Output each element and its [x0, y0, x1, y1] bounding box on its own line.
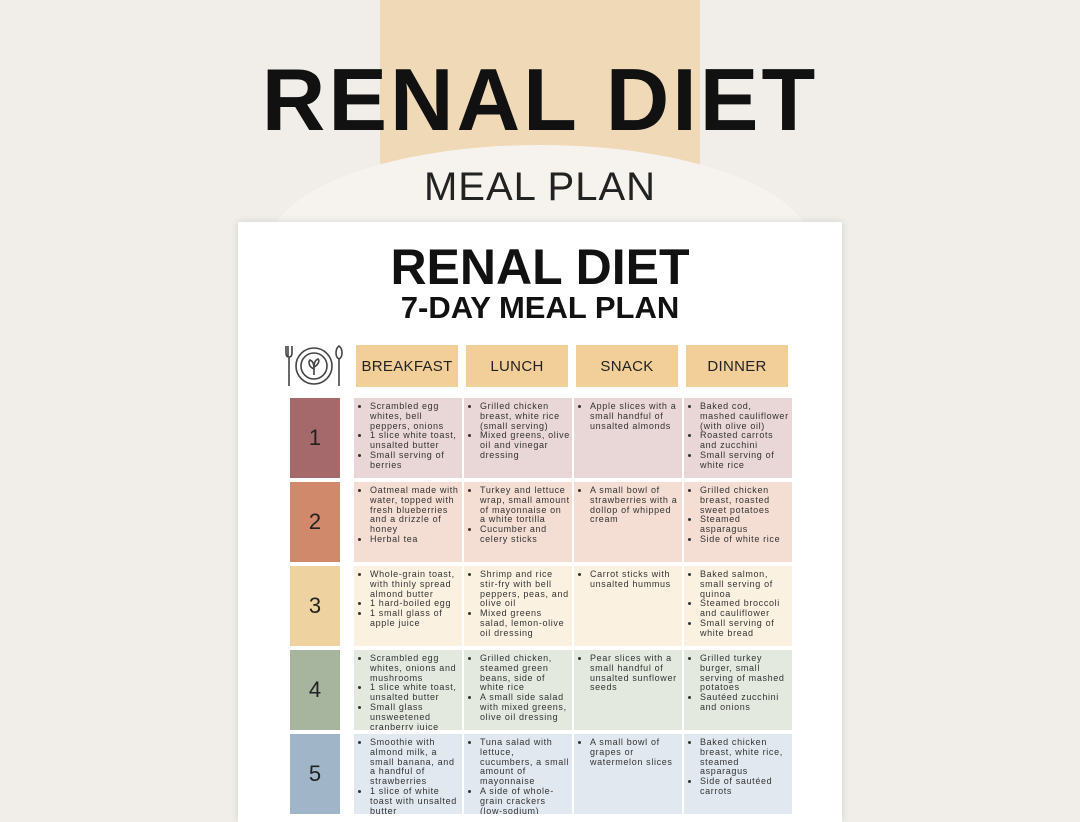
meal-list: Scrambled egg whites, bell peppers, onio… [356, 401, 460, 471]
meal-item: Mixed greens, olive oil and vinegar dres… [480, 430, 570, 460]
meal-list: Pear slices with a small handful of unsa… [576, 653, 680, 693]
meal-list: Grilled turkey burger, small serving of … [686, 653, 790, 713]
meal-item: Tuna salad with lettuce, cucumbers, a sm… [480, 737, 570, 787]
meal-item: A small bowl of strawberries with a doll… [590, 485, 680, 525]
meal-item: Steamed asparagus [700, 515, 790, 535]
meal-item: Side of white rice [700, 534, 790, 545]
meal-cell: Tuna salad with lettuce, cucumbers, a sm… [464, 734, 572, 814]
meal-item: Shrimp and rice stir-fry with bell peppe… [480, 569, 570, 609]
meal-cell: Grilled chicken breast, white rice (smal… [464, 398, 572, 478]
day-label: 1 [290, 398, 340, 478]
meal-cell: Carrot sticks with unsalted hummus [574, 566, 682, 646]
meal-item: Small glass unsweetened cranberry juice [370, 702, 460, 730]
meal-list: A small bowl of grapes or watermelon sli… [576, 737, 680, 767]
meal-list: A small bowl of strawberries with a doll… [576, 485, 680, 525]
meal-item: Sautéed zucchini and onions [700, 692, 790, 713]
meal-item: Grilled chicken breast, roasted sweet po… [700, 485, 790, 515]
meal-cell: Grilled turkey burger, small serving of … [684, 650, 792, 730]
meal-cell: Baked salmon, small serving of quinoaSte… [684, 566, 792, 646]
meal-cell: Baked chicken breast, white rice, steame… [684, 734, 792, 814]
column-header: BREAKFAST [356, 345, 458, 387]
meal-list: Turkey and lettuce wrap, small amount of… [466, 485, 570, 545]
meal-list: Grilled chicken, steamed green beans, si… [466, 653, 570, 723]
meal-cell: Grilled chicken breast, roasted sweet po… [684, 482, 792, 562]
meal-item: Baked chicken breast, white rice, steame… [700, 737, 790, 777]
meal-item: Small serving of berries [370, 450, 460, 471]
meal-cell: Smoothie with almond milk, a small banan… [354, 734, 462, 814]
meal-item: Baked salmon, small serving of quinoa [700, 569, 790, 599]
meal-cell: A small bowl of strawberries with a doll… [574, 482, 682, 562]
meal-item: Side of sautéed carrots [700, 776, 790, 797]
meal-cell: Apple slices with a small handful of uns… [574, 398, 682, 478]
meal-list: Carrot sticks with unsalted hummus [576, 569, 680, 590]
meal-item: Grilled turkey burger, small serving of … [700, 653, 790, 693]
plate-icon [285, 344, 343, 386]
day-label: 5 [290, 734, 340, 814]
meal-list: Baked cod, mashed cauliflower (with oliv… [686, 401, 790, 471]
meal-list: Grilled chicken breast, white rice (smal… [466, 401, 570, 461]
meal-item: Baked cod, mashed cauliflower (with oliv… [700, 401, 790, 431]
meal-cell: Grilled chicken, steamed green beans, si… [464, 650, 572, 730]
meal-item: Scrambled egg whites, bell peppers, onio… [370, 401, 460, 431]
hero-subtitle: MEAL PLAN [423, 165, 657, 209]
meal-cell: Whole-grain toast, with thinly spread al… [354, 566, 462, 646]
meal-item: Mixed greens salad, lemon-olive oil dres… [480, 608, 570, 638]
meal-item: Smoothie with almond milk, a small banan… [370, 737, 460, 787]
meal-item: 1 small glass of apple juice [370, 608, 460, 629]
meal-list: Baked salmon, small serving of quinoaSte… [686, 569, 790, 639]
meal-cell: Scrambled egg whites, bell peppers, onio… [354, 398, 462, 478]
meal-cell: Scrambled egg whites, onions and mushroo… [354, 650, 462, 730]
meal-list: Shrimp and rice stir-fry with bell peppe… [466, 569, 570, 639]
hero-title: RENAL DIET [261, 50, 819, 149]
meal-item: Scrambled egg whites, onions and mushroo… [370, 653, 460, 683]
meal-item: Whole-grain toast, with thinly spread al… [370, 569, 460, 599]
meal-list: Apple slices with a small handful of uns… [576, 401, 680, 431]
meal-cell: Turkey and lettuce wrap, small amount of… [464, 482, 572, 562]
meal-item: Turkey and lettuce wrap, small amount of… [480, 485, 570, 525]
column-header: LUNCH [466, 345, 568, 387]
meal-item: 1 slice white toast, unsalted butter [370, 683, 460, 703]
meal-item: Grilled chicken breast, white rice (smal… [480, 401, 570, 431]
meal-cell: A small bowl of grapes or watermelon sli… [574, 734, 682, 814]
meal-list: Scrambled egg whites, onions and mushroo… [356, 653, 460, 730]
meal-item: Small serving of white bread [700, 618, 790, 639]
meal-list: Oatmeal made with water, topped with fre… [356, 485, 460, 545]
meal-item: Cucumber and celery sticks [480, 524, 570, 545]
meal-list: Baked chicken breast, white rice, steame… [686, 737, 790, 797]
meal-item: Roasted carrots and zucchini [700, 431, 790, 451]
day-label: 3 [290, 566, 340, 646]
meal-cell: Shrimp and rice stir-fry with bell peppe… [464, 566, 572, 646]
meal-list: Grilled chicken breast, roasted sweet po… [686, 485, 790, 545]
meal-cell: Baked cod, mashed cauliflower (with oliv… [684, 398, 792, 478]
meal-item: Oatmeal made with water, topped with fre… [370, 485, 460, 535]
document-subtitle: 7-DAY MEAL PLAN [400, 290, 680, 325]
column-header: DINNER [686, 345, 788, 387]
meal-item: 1 hard-boiled egg [370, 599, 460, 609]
meal-list: Whole-grain toast, with thinly spread al… [356, 569, 460, 629]
meal-list: Tuna salad with lettuce, cucumbers, a sm… [466, 737, 570, 814]
meal-item: Herbal tea [370, 534, 460, 545]
meal-item: Carrot sticks with unsalted hummus [590, 569, 680, 590]
meal-item: Pear slices with a small handful of unsa… [590, 653, 680, 693]
day-label: 2 [290, 482, 340, 562]
meal-item: Steamed broccoli and cauliflower [700, 599, 790, 619]
day-label: 4 [290, 650, 340, 730]
meal-cell: Oatmeal made with water, topped with fre… [354, 482, 462, 562]
meal-item: A small bowl of grapes or watermelon sli… [590, 737, 680, 767]
meal-list: Smoothie with almond milk, a small banan… [356, 737, 460, 814]
document-title: RENAL DIET [390, 239, 690, 295]
meal-item: A small side salad with mixed greens, ol… [480, 692, 570, 722]
column-header: SNACK [576, 345, 678, 387]
meal-item: Grilled chicken, steamed green beans, si… [480, 653, 570, 693]
meal-item: Apple slices with a small handful of uns… [590, 401, 680, 431]
meal-item: Small serving of white rice [700, 450, 790, 471]
meal-item: 1 slice white toast, unsalted butter [370, 431, 460, 451]
meal-cell: Pear slices with a small handful of unsa… [574, 650, 682, 730]
